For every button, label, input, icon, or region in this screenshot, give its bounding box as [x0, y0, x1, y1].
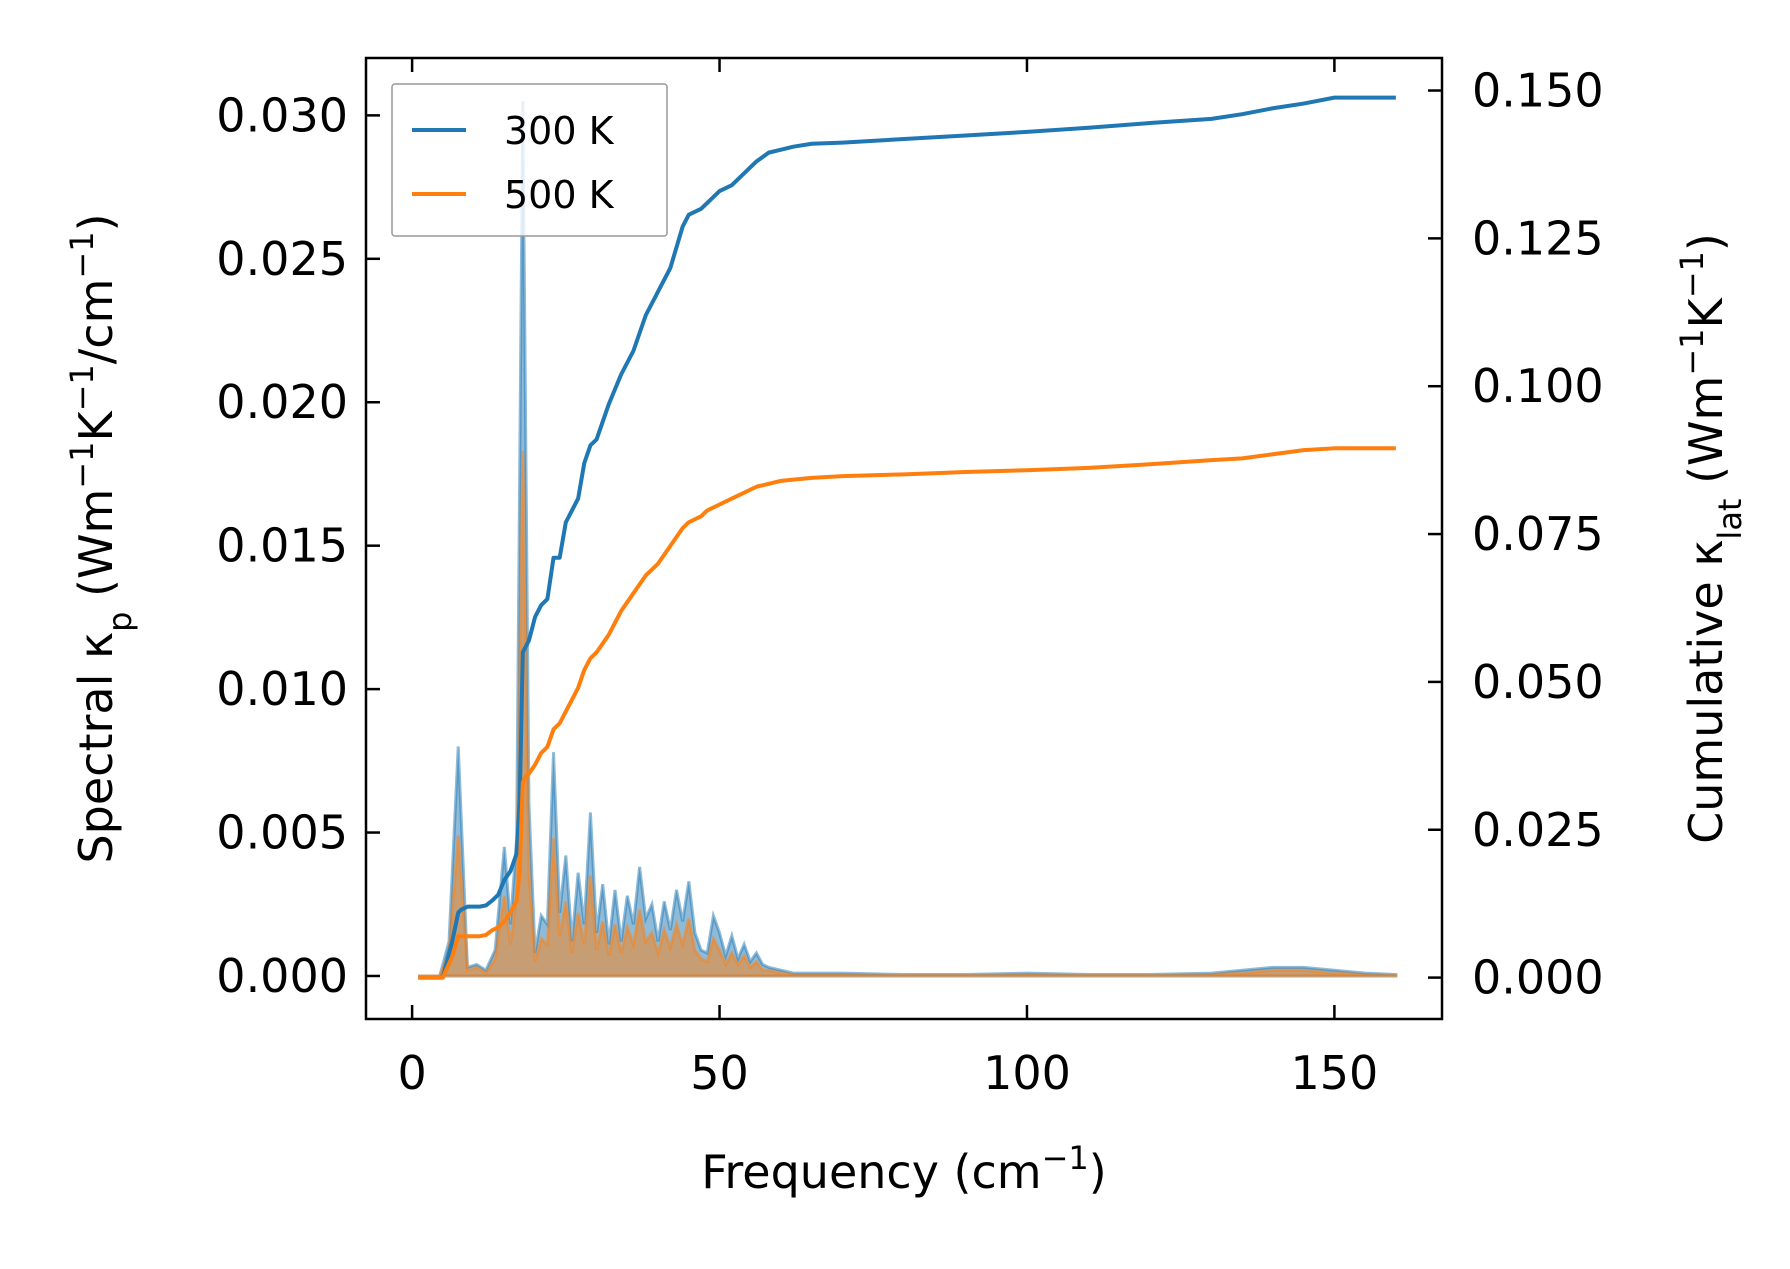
- y-axis-title-right-part: lat: [1711, 499, 1749, 540]
- spectral-area-1: [418, 450, 1398, 978]
- y-tick-label-left: 0.010: [216, 662, 348, 716]
- y-axis-title-right-part: ): [1679, 233, 1733, 251]
- y-axis-title-right-part: K: [1679, 296, 1733, 328]
- x-axis-title-part: Frequency (cm: [701, 1145, 1041, 1199]
- plot-frame: [364, 56, 1444, 1021]
- y-axis-title-right-part: −1: [1673, 328, 1711, 375]
- y-tick-label-right: 0.125: [1472, 211, 1604, 265]
- y-axis-title-left-part: (Wm: [69, 489, 123, 612]
- y-tick-label-left: 0.030: [216, 88, 348, 142]
- y-axis-title-left-part: /cm: [69, 279, 123, 365]
- y-axis-title-right-part: Cumulative κ: [1679, 540, 1733, 844]
- y-tick-label-left: 0.015: [216, 519, 348, 573]
- y-axis-title-left-part: K: [69, 410, 123, 442]
- y-tick-label-left: 0.005: [216, 806, 348, 860]
- x-axis-title-part: −1: [1042, 1139, 1089, 1177]
- y-tick-label-right: 0.100: [1472, 359, 1604, 413]
- y-tick-label-right: 0.075: [1472, 507, 1604, 561]
- y-tick-label-right: 0.025: [1472, 803, 1604, 857]
- y-axis-title-left-part: −1: [63, 442, 101, 489]
- y-axis-title-left-part: p: [101, 612, 139, 632]
- y-axis-title-right-part: (Wm: [1679, 376, 1733, 499]
- y-tick-label-left: 0.025: [216, 232, 348, 286]
- y-tick-label-right: 0.050: [1472, 655, 1604, 709]
- legend-box: [391, 83, 668, 237]
- y-axis-title-left-part: Spectral κ: [69, 632, 123, 864]
- x-tick-label: 100: [983, 1046, 1071, 1100]
- y-tick-label-right: 0.000: [1472, 951, 1604, 1005]
- x-tick-label: 0: [397, 1046, 426, 1100]
- y-tick-label-left: 0.000: [216, 949, 348, 1003]
- x-axis-title-part: ): [1089, 1145, 1107, 1199]
- line-layer: [418, 95, 1396, 980]
- y-tick-label-left: 0.020: [216, 375, 348, 429]
- cumulative-line-0: [418, 95, 1396, 980]
- axes-layer: 0 50 100 150 0.000 0.005 0.010 0.015 0.020 0.025 0…: [63, 56, 1749, 1199]
- legend-label-1: 500 K: [504, 173, 615, 217]
- legend: 300 K 500 K: [391, 83, 668, 237]
- y-axis-title-right-part: −1: [1673, 251, 1711, 298]
- cumulative-line-1: [418, 446, 1396, 980]
- y-axis-title-left-part: −1: [63, 364, 101, 411]
- y-axis-title-left-part: −1: [63, 231, 101, 278]
- x-tick-label: 50: [690, 1046, 749, 1100]
- x-axis-title: Frequency (cm−1): [701, 1139, 1106, 1199]
- y-tick-label-right: 0.150: [1472, 64, 1604, 118]
- legend-label-0: 300 K: [504, 109, 615, 153]
- y-axis-title-right: Cumulative κlat (Wm−1K−1): [1673, 233, 1749, 844]
- y-axis-title-left-part: ): [69, 213, 123, 231]
- y-axis-title-left: Spectral κp (Wm−1K−1/cm−1): [63, 213, 139, 863]
- x-tick-label: 150: [1290, 1046, 1378, 1100]
